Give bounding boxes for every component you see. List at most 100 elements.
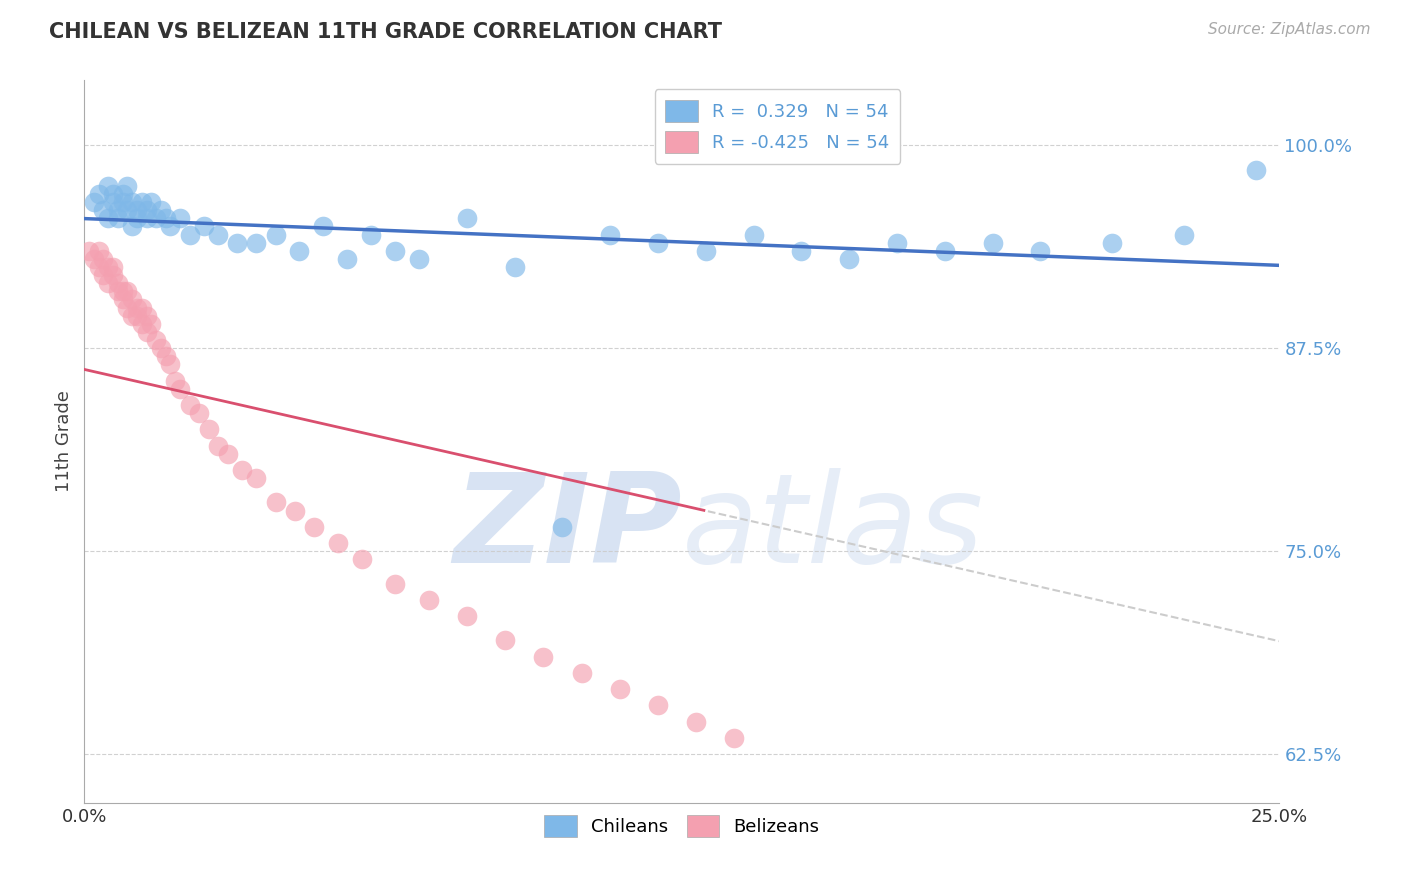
Point [107, 277, 129, 291]
Point [384, 244, 406, 258]
Point [169, 382, 191, 396]
Point [97, 178, 120, 193]
Point [685, 714, 707, 729]
Point [87, 186, 110, 201]
Point [647, 235, 669, 250]
Point [145, 211, 167, 226]
Point [87, 260, 110, 274]
Point [149, 203, 172, 218]
Point [245, 471, 267, 485]
Point [360, 227, 382, 242]
Point [336, 252, 359, 266]
Point [284, 503, 307, 517]
Point [695, 244, 717, 258]
Point [101, 268, 124, 282]
Point [302, 520, 325, 534]
Point [87, 244, 110, 258]
Point [159, 358, 181, 372]
Point [125, 301, 148, 315]
Point [571, 665, 593, 680]
Text: atlas: atlas [682, 467, 984, 589]
Point [384, 576, 406, 591]
Point [125, 211, 148, 226]
Point [93, 203, 115, 218]
Point [188, 406, 211, 420]
Point [141, 317, 163, 331]
Legend: Chileans, Belizeans: Chileans, Belizeans [537, 808, 827, 845]
Point [117, 285, 139, 299]
Point [207, 227, 229, 242]
Point [599, 227, 621, 242]
Point [111, 186, 134, 201]
Point [742, 227, 765, 242]
Point [159, 219, 181, 234]
Point [231, 463, 253, 477]
Point [121, 195, 143, 210]
Point [312, 219, 335, 234]
Y-axis label: 11th Grade: 11th Grade [55, 391, 73, 492]
Point [1101, 235, 1123, 250]
Point [494, 633, 516, 648]
Point [418, 592, 440, 607]
Point [111, 195, 134, 210]
Point [83, 252, 105, 266]
Point [125, 203, 148, 218]
Point [288, 244, 311, 258]
Point [551, 520, 574, 534]
Point [408, 252, 430, 266]
Point [101, 195, 124, 210]
Point [790, 244, 813, 258]
Point [456, 609, 478, 624]
Point [107, 211, 129, 226]
Point [135, 309, 157, 323]
Point [197, 422, 219, 436]
Point [264, 495, 287, 509]
Point [145, 333, 167, 347]
Point [226, 235, 249, 250]
Text: Source: ZipAtlas.com: Source: ZipAtlas.com [1208, 22, 1371, 37]
Point [838, 252, 860, 266]
Point [1244, 162, 1267, 177]
Point [155, 211, 177, 226]
Point [93, 268, 115, 282]
Point [135, 325, 157, 339]
Point [1173, 227, 1195, 242]
Point [77, 244, 100, 258]
Point [131, 301, 153, 315]
Point [149, 341, 172, 355]
Point [97, 277, 120, 291]
Point [1029, 244, 1052, 258]
Point [117, 178, 139, 193]
Point [97, 260, 120, 274]
Point [207, 439, 229, 453]
Point [107, 203, 129, 218]
Point [886, 235, 908, 250]
Point [111, 285, 134, 299]
Point [264, 227, 287, 242]
Point [193, 219, 215, 234]
Point [131, 317, 153, 331]
Point [111, 293, 134, 307]
Point [121, 293, 143, 307]
Point [83, 195, 105, 210]
Point [934, 244, 956, 258]
Point [179, 227, 201, 242]
Point [647, 698, 669, 713]
Point [169, 211, 191, 226]
Point [131, 195, 153, 210]
Point [101, 260, 124, 274]
Point [101, 186, 124, 201]
Point [121, 219, 143, 234]
Point [117, 301, 139, 315]
Point [503, 260, 526, 274]
Point [121, 309, 143, 323]
Point [155, 349, 177, 363]
Point [456, 211, 478, 226]
Point [125, 309, 148, 323]
Point [179, 398, 201, 412]
Point [93, 252, 115, 266]
Point [609, 682, 631, 697]
Point [135, 203, 157, 218]
Point [165, 374, 187, 388]
Point [326, 536, 349, 550]
